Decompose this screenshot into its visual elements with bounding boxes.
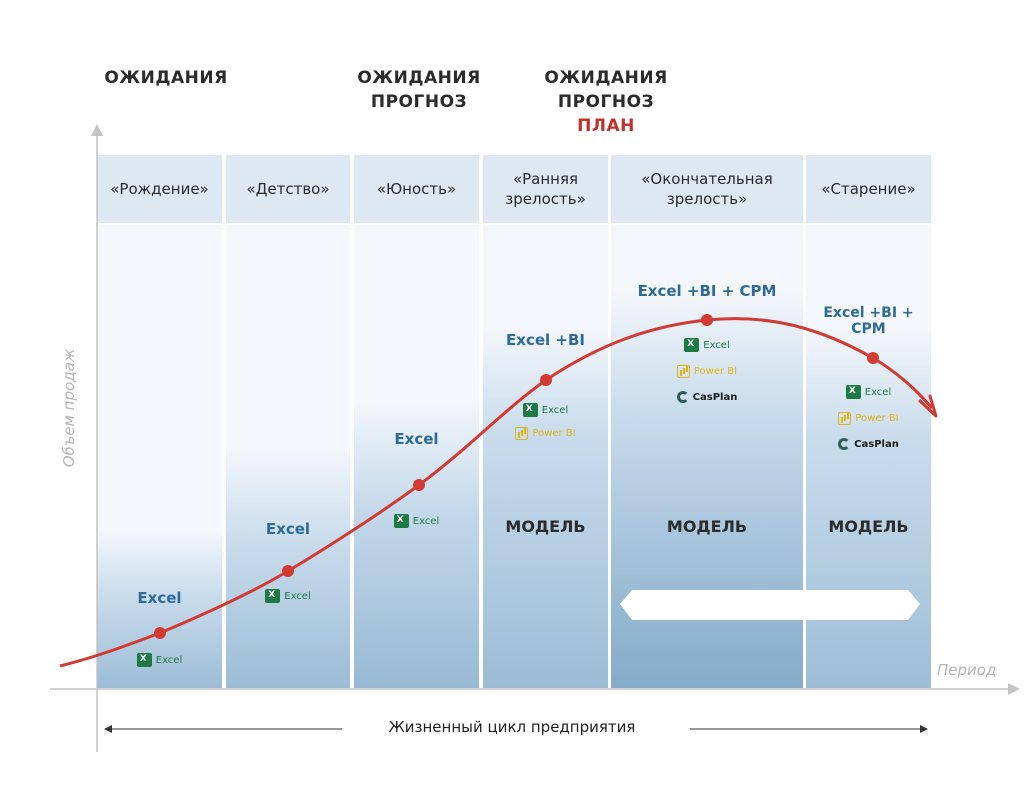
excel-icon [136, 653, 152, 667]
y-axis-label: Объем продаж [60, 348, 78, 468]
stage-header: «Юность» [354, 155, 479, 223]
curve-point [540, 374, 552, 386]
excel-icon [845, 385, 861, 399]
stage-header: «Детство» [226, 155, 350, 223]
casplan-logo-text: CasPlan [692, 391, 738, 403]
excel-logo: Excel [483, 403, 608, 417]
top-label-2: ОЖИДАНИЯ ПРОГНОЗ [349, 66, 489, 114]
excel-icon [684, 338, 700, 352]
curve-point [867, 352, 879, 364]
stage-tool-label: Excel [137, 589, 182, 607]
stage-header: «Окончательная зрелость» [611, 155, 803, 223]
model-label: МОДЕЛЬ [505, 517, 586, 536]
excel-logo: Excel [97, 653, 222, 667]
excel-logo-text: Excel [541, 404, 569, 416]
stage-body: Excel Excel [226, 225, 350, 688]
stage-header: «Старение» [806, 155, 931, 223]
top-label-3: ОЖИДАНИЯ ПРОГНОЗ ПЛАН [536, 66, 676, 138]
stage-column-early-maturity: «Ранняя зрелость» Excel +BI Excel Power … [483, 155, 608, 688]
casplan-logo: CasPlan [611, 391, 803, 403]
model-label: МОДЕЛЬ [828, 517, 909, 536]
curve-point [701, 314, 713, 326]
model-label: МОДЕЛЬ [666, 517, 748, 536]
powerbi-logo: Power BI [483, 427, 608, 440]
curve-point [154, 627, 166, 639]
powerbi-logo-text: Power BI [532, 428, 576, 439]
x-axis-label: Период [937, 661, 997, 679]
top-label-3-line-1: ОЖИДАНИЯ [544, 68, 668, 88]
stage-tool-label: Excel [394, 430, 439, 448]
excel-icon [265, 589, 281, 603]
excel-logo: Excel [226, 589, 350, 603]
top-label-1: ОЖИДАНИЯ [96, 66, 236, 90]
excel-logo: Excel [354, 514, 479, 528]
powerbi-icon [515, 427, 529, 440]
top-label-2-line-2: ПРОГНОЗ [370, 92, 468, 112]
powerbi-icon [838, 412, 852, 425]
excel-logo-text: Excel [155, 654, 183, 666]
powerbi-icon [676, 365, 690, 378]
excel-logo-text: Excel [864, 386, 892, 398]
casplan-logo-text: CasPlan [854, 438, 899, 450]
powerbi-logo: Power BI [806, 412, 931, 425]
stage-body: Excel Excel [354, 225, 479, 688]
lifecycle-label: Жизненный цикл предприятия [388, 718, 636, 736]
powerbi-logo-text: Power BI [693, 366, 738, 377]
stage-tool-label: Excel +BI + CPM [823, 305, 914, 337]
stage-column-childhood: «Детство» Excel Excel [226, 155, 350, 688]
excel-icon [522, 403, 538, 417]
excel-logo: Excel [611, 338, 803, 352]
excel-logo-text: Excel [412, 515, 440, 527]
stage-body: Excel Excel [97, 225, 222, 688]
curve-arrowhead [918, 394, 938, 418]
casplan-icon [838, 438, 851, 450]
powerbi-logo-text: Power BI [855, 413, 899, 424]
excel-icon [393, 514, 409, 528]
top-label-3-plan: ПЛАН [577, 116, 635, 136]
top-label-3-line-2: ПРОГНОЗ [557, 92, 655, 112]
stage-tool-label: Excel [265, 520, 311, 538]
stage-tool-label: Excel +BI + CPM [637, 282, 777, 300]
stage-column-youth: «Юность» Excel Excel [354, 155, 479, 688]
excel-logo-text: Excel [284, 590, 311, 602]
stage-header: «Рождение» [97, 155, 222, 223]
top-label-1-line-1: ОЖИДАНИЯ [104, 68, 228, 88]
excel-logo-text: Excel [703, 339, 730, 351]
casplan-logo: CasPlan [806, 438, 931, 450]
curve-point [413, 479, 425, 491]
lifecycle-curve [59, 317, 934, 668]
excel-logo: Excel [806, 385, 931, 399]
powerbi-logo: Power BI [611, 365, 803, 378]
curve-point [282, 565, 294, 577]
white-banner [620, 590, 920, 620]
top-label-2-line-1: ОЖИДАНИЯ [357, 68, 481, 88]
stage-body: Excel +BI Excel Power BI МОДЕЛЬ [483, 225, 608, 688]
stage-tool-label: Excel +BI [506, 331, 585, 349]
stage-header: «Ранняя зрелость» [483, 155, 608, 223]
casplan-icon [676, 391, 689, 403]
stage-column-birth: «Рождение» Excel Excel [97, 155, 222, 688]
